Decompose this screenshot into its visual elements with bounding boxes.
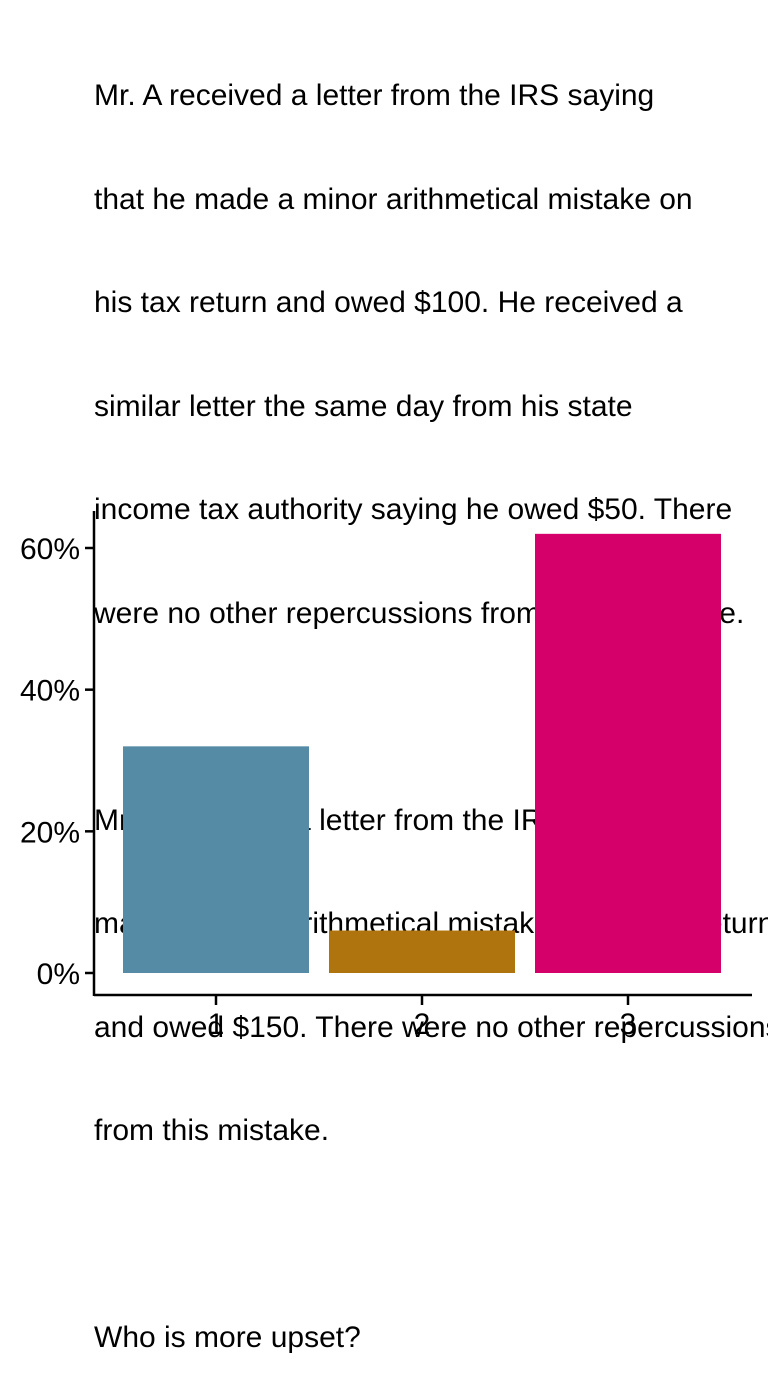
question-line: Mr. A received a letter from the IRS say… <box>94 79 655 112</box>
question-line: similar letter the same day from his sta… <box>94 389 633 423</box>
question-line: his tax return and owed $100. He receive… <box>94 286 683 319</box>
bar-1 <box>123 746 309 973</box>
question-line: that he made a minor arithmetical mistak… <box>94 182 693 216</box>
y-ticks-group: 0% 20% 40% 60% <box>20 533 94 991</box>
question-line: and owed $150. There were no other reper… <box>94 1010 768 1044</box>
y-tick-label: 40% <box>20 675 80 708</box>
question-line: income tax authority saying he owed $50.… <box>94 493 733 526</box>
y-tick-label: 20% <box>20 816 80 849</box>
x-ticks-group: 1 2 3 <box>208 996 637 1041</box>
bar-chart: 0% 20% 40% 60% 1 2 3 <box>20 511 752 1041</box>
x-tick-label: 1 <box>208 1008 225 1041</box>
question-line: Who is more upset? <box>94 1321 361 1354</box>
x-tick-label: 2 <box>414 1008 431 1041</box>
bars-group <box>123 533 721 973</box>
question-line <box>94 1218 768 1253</box>
bar-3 <box>535 533 721 973</box>
x-tick-label: 3 <box>620 1008 637 1041</box>
y-tick-label: 0% <box>37 958 80 991</box>
question-line: from this mistake. <box>94 1114 330 1147</box>
bar-2 <box>329 930 515 973</box>
y-tick-label: 60% <box>20 533 80 566</box>
